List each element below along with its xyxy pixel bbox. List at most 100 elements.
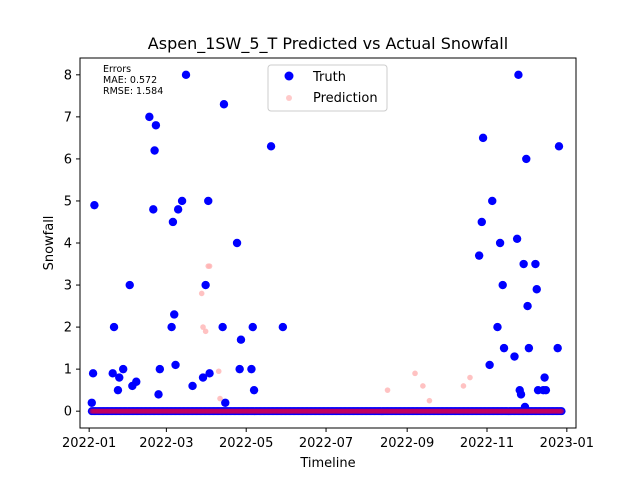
truth-point <box>498 280 507 290</box>
truth-point <box>266 142 276 151</box>
truth-point <box>541 385 551 395</box>
truth-point <box>155 364 165 374</box>
truth-point <box>514 70 523 80</box>
legend: Truth Prediction <box>267 64 388 112</box>
truth-point <box>219 100 229 109</box>
truth-point <box>235 364 244 374</box>
truth-point <box>177 196 187 206</box>
truth-point <box>523 301 532 311</box>
x-tick-label: 2022-09 <box>380 436 434 451</box>
y-tick-label: 7 <box>64 110 72 125</box>
truth-point <box>488 196 497 206</box>
truth-point <box>167 322 176 332</box>
truth-point <box>198 373 208 382</box>
prediction-point <box>200 324 206 330</box>
prediction-point <box>202 328 209 335</box>
truth-point <box>236 335 246 344</box>
prediction-zero-point <box>559 408 565 414</box>
x-tick-label: 2023-01 <box>540 436 594 451</box>
x-axis: 2022-01 2022-03 2022-05 2022-07 2022-09 2022-… <box>62 428 594 451</box>
y-tick-label: 0 <box>64 405 72 420</box>
prediction-point <box>460 383 467 389</box>
truth-point <box>495 238 505 248</box>
prediction-point <box>467 374 473 381</box>
y-tick-label: 8 <box>64 68 72 83</box>
y-tick-label: 6 <box>64 152 72 167</box>
prediction-point <box>217 395 223 402</box>
truth-point <box>512 234 522 243</box>
truth-point <box>118 364 128 374</box>
truth-point <box>181 70 191 80</box>
chart-title: Aspen_1SW_5_T Predicted vs Actual Snowfa… <box>148 34 508 54</box>
truth-point <box>90 200 99 210</box>
legend-frame <box>267 64 388 112</box>
x-tick-label: 2022-11 <box>460 436 514 451</box>
series-prediction <box>89 263 565 414</box>
truth-point <box>132 377 141 386</box>
truth-point <box>516 390 526 399</box>
truth-point <box>88 369 98 378</box>
prediction-point <box>420 383 426 389</box>
truth-point <box>205 369 214 378</box>
errors-rmse: RMSE: 1.584 <box>103 86 163 97</box>
x-tick-label: 2022-05 <box>219 436 273 451</box>
x-tick-label: 2022-01 <box>62 436 116 451</box>
x-tick-label: 2022-07 <box>299 436 353 451</box>
prediction-point <box>384 387 391 393</box>
truth-point <box>493 322 502 332</box>
truth-point <box>218 322 227 332</box>
truth-point <box>109 322 119 332</box>
truth-point <box>247 364 256 374</box>
y-axis: 0 1 2 3 4 5 6 7 8 <box>64 68 80 420</box>
truth-point <box>249 385 259 395</box>
truth-point <box>477 217 486 227</box>
y-tick-label: 2 <box>64 321 72 336</box>
prediction-point <box>206 263 213 269</box>
truth-point <box>108 369 117 378</box>
truth-point <box>125 280 134 290</box>
truth-point <box>485 360 494 370</box>
errors-box: Errors MAE: 0.572 RMSE: 1.584 <box>103 64 163 97</box>
truth-point <box>204 196 213 206</box>
truth-point <box>522 154 531 164</box>
y-axis-label: Snowfall <box>42 216 57 271</box>
plot-area <box>87 70 566 416</box>
truth-point <box>145 112 154 122</box>
truth-point <box>554 142 564 151</box>
truth-point <box>154 390 163 399</box>
truth-point <box>278 322 288 332</box>
y-tick-label: 3 <box>64 279 72 294</box>
truth-point <box>248 322 257 332</box>
prediction-point <box>215 368 222 375</box>
truth-point <box>221 398 230 407</box>
truth-point <box>151 121 161 130</box>
prediction-point <box>426 397 433 404</box>
truth-point <box>510 352 519 361</box>
truth-point <box>232 238 242 248</box>
truth-point <box>150 146 159 155</box>
prediction-point <box>412 370 418 377</box>
prediction-point <box>198 290 205 297</box>
truth-point <box>474 251 484 260</box>
truth-point <box>173 205 183 214</box>
truth-point <box>532 285 541 294</box>
x-tick-label: 2022-03 <box>139 436 193 451</box>
truth-point <box>115 373 124 382</box>
truth-point <box>87 398 96 407</box>
truth-point <box>201 280 210 290</box>
truth-point <box>519 259 528 269</box>
errors-heading: Errors <box>103 64 131 75</box>
truth-point <box>171 360 180 370</box>
legend-truth-label: Truth <box>312 70 346 85</box>
y-tick-label: 4 <box>64 237 72 252</box>
truth-point <box>540 373 549 382</box>
x-axis-label: Timeline <box>299 456 355 471</box>
legend-prediction-label: Prediction <box>313 91 378 106</box>
legend-truth-marker <box>284 71 294 81</box>
legend-prediction-marker <box>286 95 292 101</box>
truth-point <box>524 343 534 353</box>
truth-point <box>113 385 123 395</box>
y-tick-label: 1 <box>64 363 72 378</box>
truth-point <box>499 343 509 353</box>
